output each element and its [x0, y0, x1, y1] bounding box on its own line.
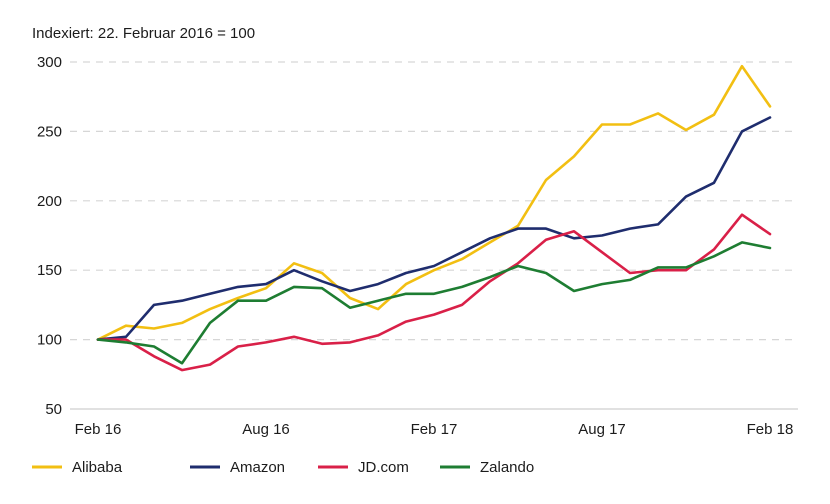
x-tick-label: Feb 16 — [75, 421, 122, 438]
y-tick-label: 100 — [37, 332, 62, 349]
y-tick-label: 200 — [37, 193, 62, 210]
x-tick-label: Aug 17 — [578, 421, 626, 438]
x-tick-label: Aug 16 — [242, 421, 290, 438]
y-axis-ticks: 50 100 150 200 250 300 — [37, 54, 62, 418]
y-tick-label: 150 — [37, 262, 62, 279]
grid-layer — [70, 61, 798, 410]
legend-label: Alibaba — [72, 459, 123, 476]
series-line-amazon — [96, 116, 772, 341]
series-layer — [96, 64, 772, 372]
chart-subtitle: Indexiert: 22. Februar 2016 = 100 — [32, 25, 255, 42]
legend-label: JD.com — [358, 459, 409, 476]
series-line-jd-com — [96, 213, 772, 372]
x-tick-label: Feb 17 — [411, 421, 458, 438]
y-tick-label: 50 — [45, 401, 62, 418]
y-tick-label: 250 — [37, 123, 62, 140]
legend-label: Zalando — [480, 459, 534, 476]
legend-label: Amazon — [230, 459, 285, 476]
series-line-alibaba — [96, 64, 772, 341]
x-axis-ticks: Feb 16 Aug 16 Feb 17 Aug 17 Feb 18 — [75, 421, 794, 438]
legend: Alibaba Amazon JD.com Zalando — [32, 459, 534, 476]
x-tick-label: Feb 18 — [747, 421, 794, 438]
y-tick-label: 300 — [37, 54, 62, 71]
series-line-zalando — [96, 241, 772, 365]
